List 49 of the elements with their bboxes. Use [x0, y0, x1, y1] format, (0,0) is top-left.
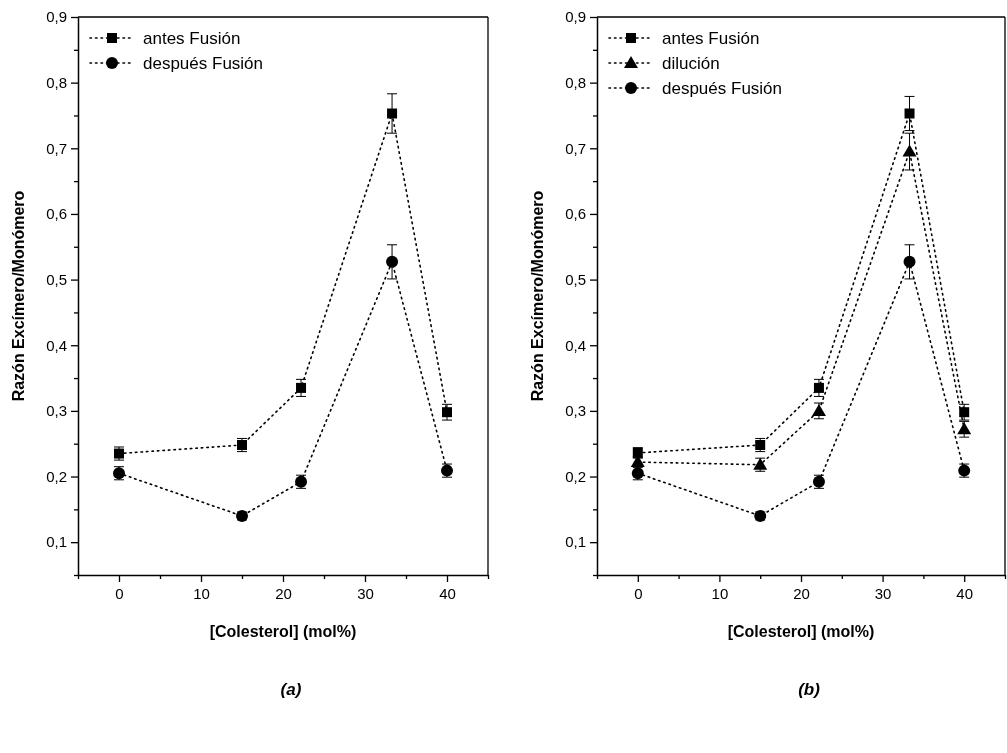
x-axis-title: [Colesterol] (mol%) [727, 623, 875, 640]
point [902, 144, 917, 157]
y-tick-label: 0,7 [46, 139, 67, 157]
x-tick-label: 0 [634, 584, 643, 602]
y-tick-label: 0,8 [46, 73, 67, 91]
legend-label: antes Fusión [143, 29, 241, 48]
legend-label: antes Fusión [662, 29, 760, 48]
x-tick-label: 0 [115, 584, 124, 602]
y-tick-label: 0,7 [565, 139, 586, 157]
legend-label: dilución [662, 54, 720, 73]
legend-label: después Fusión [143, 54, 264, 73]
y-tick-label: 0,3 [46, 402, 67, 420]
text: (a) [280, 680, 302, 699]
text: (b) [798, 680, 821, 699]
y-axis-title: Razón Excímero/Monómero [10, 190, 27, 402]
y-tick-label: 0,9 [46, 8, 67, 26]
x-tick-label: 30 [357, 584, 374, 602]
y-tick-label: 0,6 [565, 205, 586, 223]
point [387, 108, 398, 119]
point [959, 407, 970, 418]
x-tick-label: 20 [793, 584, 810, 602]
y-tick-label: 0,6 [46, 205, 67, 223]
x-tick-label: 40 [439, 584, 456, 602]
point [904, 108, 915, 119]
x-tick-label: 40 [956, 584, 974, 602]
y-tick-label: 0,4 [46, 336, 67, 354]
y-tick-label: 0,9 [565, 8, 586, 26]
x-tick-label: 20 [275, 584, 292, 602]
x-tick-label: 10 [711, 584, 729, 602]
point [296, 382, 307, 393]
y-tick-label: 0,4 [565, 336, 586, 354]
point [386, 255, 399, 268]
y-axis-title: Razón Excímero/Monómero [529, 190, 546, 402]
y-tick-label: 0,3 [565, 402, 586, 420]
x-tick-label: 30 [874, 584, 892, 602]
y-tick-label: 0,2 [565, 467, 586, 485]
point [442, 407, 452, 418]
x-tick-label: 10 [193, 584, 210, 602]
y-tick-label: 0,1 [46, 533, 67, 551]
point [813, 382, 824, 393]
x-axis-title: [Colesterol] (mol%) [209, 623, 357, 640]
point [903, 255, 916, 268]
point [811, 403, 826, 416]
y-tick-label: 0,8 [565, 73, 586, 91]
y-tick-label: 0,5 [565, 270, 586, 288]
y-tick-label: 0,5 [46, 270, 67, 288]
y-tick-label: 0,1 [565, 533, 586, 551]
legend-label: después Fusión [662, 79, 783, 98]
y-tick-label: 0,2 [46, 467, 67, 485]
